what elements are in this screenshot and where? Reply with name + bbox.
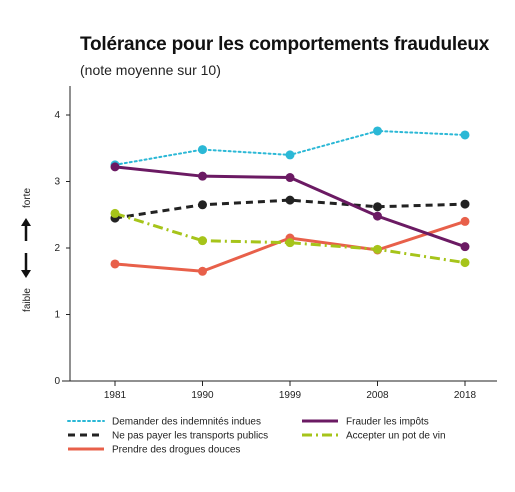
chart-subtitle: (note moyenne sur 10) xyxy=(80,62,221,78)
x-tick-label: 1999 xyxy=(279,390,302,401)
y-tick-label: 1 xyxy=(54,310,60,321)
data-point xyxy=(285,173,295,183)
y-tick-label: 0 xyxy=(54,376,60,387)
data-point xyxy=(460,258,470,268)
data-point xyxy=(198,266,207,276)
legend-label-0: Demander des indemnités indues xyxy=(112,417,261,428)
y-tick-label: 4 xyxy=(54,110,60,121)
data-point xyxy=(373,202,382,212)
x-tick-label: 1981 xyxy=(104,390,127,401)
data-point xyxy=(285,150,295,160)
series-line-4 xyxy=(114,211,466,265)
x-tick-label: 2018 xyxy=(454,390,477,401)
data-point xyxy=(198,236,207,246)
y-side-label-high: forte xyxy=(22,188,33,208)
data-point xyxy=(198,145,207,155)
data-point xyxy=(460,242,470,252)
y-side-label-low: faible xyxy=(22,288,33,312)
data-point xyxy=(198,171,207,181)
x-tick-label: 1990 xyxy=(191,390,214,401)
data-point xyxy=(285,238,295,248)
x-tick-label: 2008 xyxy=(366,390,389,401)
legend-label-4: Accepter un pot de vin xyxy=(346,431,446,442)
data-point xyxy=(110,259,120,269)
legend-label-2: Prendre des drogues douces xyxy=(112,445,240,456)
arrow-down-icon xyxy=(21,253,31,278)
legend-label-3: Frauder les impôts xyxy=(346,417,429,428)
data-point xyxy=(285,195,295,205)
data-point xyxy=(198,200,207,210)
data-point xyxy=(460,216,470,226)
y-tick-label: 3 xyxy=(54,177,60,188)
data-point xyxy=(110,162,120,172)
data-point xyxy=(460,199,470,209)
series-line-0 xyxy=(114,129,466,166)
data-point xyxy=(373,244,382,254)
data-point xyxy=(373,211,382,221)
y-tick-label: 2 xyxy=(54,243,60,254)
legend-label-1: Ne pas payer les transports publics xyxy=(112,431,268,442)
chart-title: Tolérance pour les comportements fraudul… xyxy=(80,34,490,55)
data-point xyxy=(373,126,382,136)
data-point xyxy=(460,130,470,140)
arrow-up-icon xyxy=(21,218,31,241)
series-line-1 xyxy=(114,198,466,220)
data-point xyxy=(110,208,120,218)
